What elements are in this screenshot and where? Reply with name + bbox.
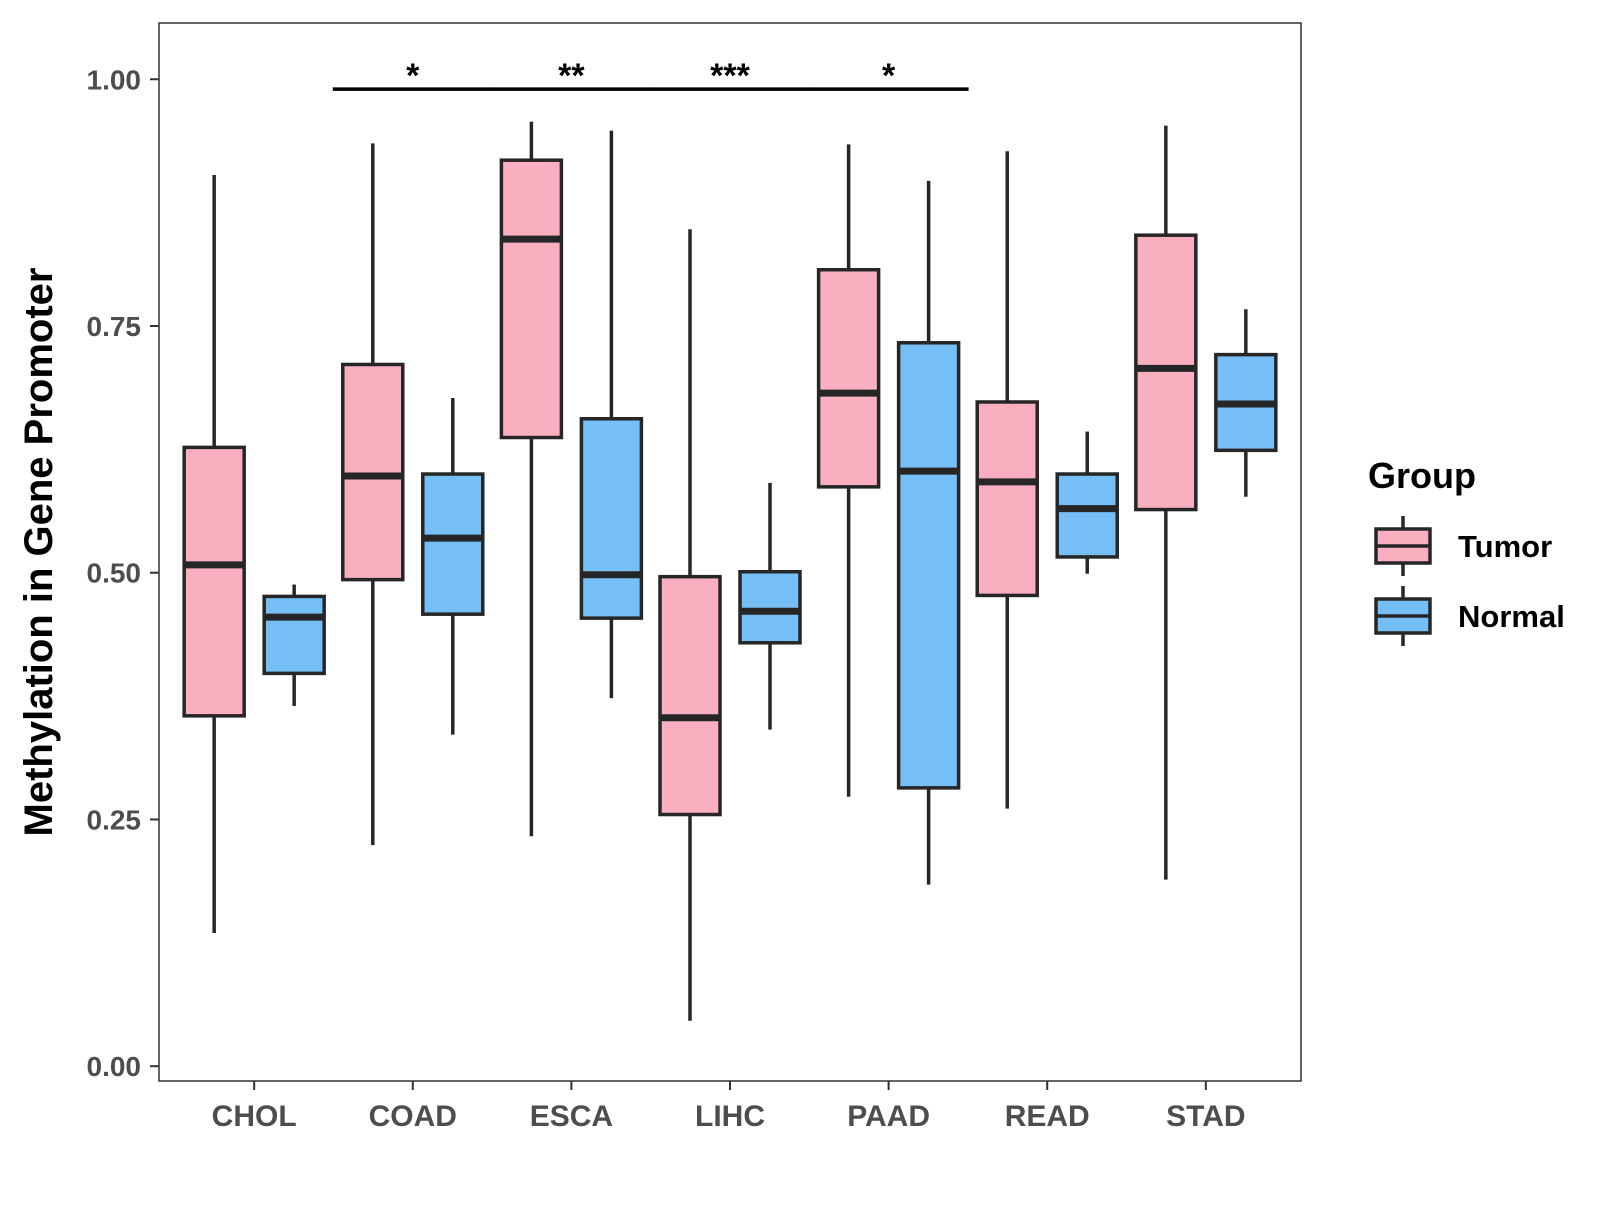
x-axis: CHOL COAD ESCA LIHC PAAD READ STAD bbox=[212, 1081, 1246, 1133]
box-paad-tumor bbox=[816, 144, 881, 797]
x-tick-label: COAD bbox=[369, 1100, 457, 1133]
x-tick-label: LIHC bbox=[695, 1100, 765, 1133]
box-iqr bbox=[816, 267, 881, 489]
box-coad-normal bbox=[421, 398, 485, 735]
box-stad-normal bbox=[1214, 309, 1278, 497]
annotations-layer: * ** *** * bbox=[332, 57, 969, 95]
y-axis-title: Methylation in Gene Promoter bbox=[17, 268, 61, 837]
box-iqr bbox=[182, 445, 246, 718]
x-tick-label: STAD bbox=[1166, 1100, 1245, 1133]
significance-label: ** bbox=[558, 57, 585, 95]
legend-label: Normal bbox=[1458, 599, 1565, 634]
y-tick-label: 1.00 bbox=[87, 64, 142, 95]
box-lihc-normal bbox=[738, 482, 802, 730]
box-iqr bbox=[896, 341, 961, 790]
box-iqr bbox=[421, 472, 485, 616]
y-tick-label: 0.50 bbox=[87, 558, 142, 589]
x-tick-label: ESCA bbox=[530, 1100, 613, 1133]
box-read-normal bbox=[1055, 431, 1119, 574]
legend-label: Tumor bbox=[1458, 529, 1552, 564]
box-coad-tumor bbox=[341, 143, 405, 846]
box-iqr bbox=[262, 594, 326, 676]
y-axis: 0.00 0.25 0.50 0.75 1.00 bbox=[87, 64, 159, 1082]
boxes-layer bbox=[182, 121, 1278, 1021]
x-tick-label: PAAD bbox=[847, 1100, 930, 1133]
significance-label: * bbox=[882, 57, 896, 95]
x-tick-label: READ bbox=[1005, 1100, 1090, 1133]
box-iqr bbox=[579, 417, 644, 620]
box-stad-tumor bbox=[1134, 125, 1198, 880]
x-tick-label: CHOL bbox=[212, 1100, 297, 1133]
box-iqr bbox=[975, 400, 1039, 598]
box-iqr bbox=[1055, 472, 1119, 559]
box-iqr bbox=[341, 362, 405, 582]
significance-label: * bbox=[406, 57, 420, 95]
box-lihc-tumor bbox=[658, 229, 722, 1021]
y-tick-label: 0.25 bbox=[87, 804, 142, 835]
legend-title: Group bbox=[1368, 455, 1476, 496]
box-iqr bbox=[738, 569, 802, 645]
significance-label: *** bbox=[710, 57, 750, 95]
box-iqr bbox=[1134, 233, 1198, 512]
box-iqr bbox=[499, 158, 564, 440]
box-esca-normal bbox=[579, 130, 644, 699]
box-read-tumor bbox=[975, 151, 1039, 809]
legend-item-tumor: Tumor bbox=[1374, 516, 1552, 576]
legend: Group Tumor Normal bbox=[1368, 455, 1565, 646]
legend-item-normal: Normal bbox=[1374, 586, 1565, 646]
y-tick-label: 0.00 bbox=[87, 1051, 142, 1082]
box-paad-normal bbox=[896, 180, 961, 885]
box-chol-normal bbox=[262, 584, 326, 706]
y-tick-label: 0.75 bbox=[87, 311, 142, 342]
box-iqr bbox=[658, 574, 722, 817]
box-chol-tumor bbox=[182, 174, 246, 933]
box-esca-tumor bbox=[499, 121, 564, 837]
